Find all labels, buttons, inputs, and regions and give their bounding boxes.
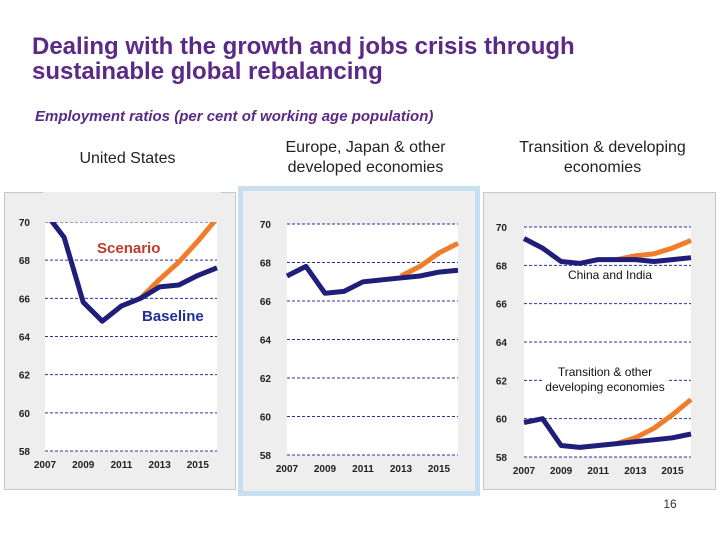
x-tick-label: 2011 [352,464,374,475]
x-tick-label: 2013 [624,466,647,477]
series-line-baseline [522,236,692,266]
y-tick-label: 58 [496,453,508,464]
chart-title-europe-japan: Europe, Japan & other developed economie… [285,139,446,176]
y-tick-label: 64 [260,336,272,347]
annotation-background [140,307,206,326]
y-tick-label: 70 [19,218,31,229]
y-tick-label: 68 [496,261,508,272]
annotation-background [565,267,655,283]
series-line-scenario [399,241,460,279]
y-tick-label: 62 [496,376,508,387]
chart-annotation: Scenario [97,240,160,257]
y-tick-label: 66 [496,300,508,311]
plot-top-mask [43,192,221,222]
annotation-background [543,364,667,395]
x-tick-label: 2009 [550,466,573,477]
y-tick-label: 68 [260,259,272,270]
annotation-background [95,239,163,258]
chart-annotation: China and India [568,268,652,282]
y-tick-label: 66 [19,294,31,305]
series-line-scenario [138,216,219,301]
x-tick-label: 2013 [149,460,172,471]
y-tick-label: 60 [496,415,508,426]
y-tick-label: 60 [19,409,31,420]
x-tick-label: 2015 [428,464,451,475]
slide-subtitle: Employment ratios (per cent of working a… [35,108,434,125]
x-tick-label: 2009 [72,460,95,471]
series-line-scenario [616,238,692,263]
chart-1: 58 60 62 64 66 68 70 2007 2009 2011 2013 2015 [260,220,460,475]
series-line-baseline [285,263,459,296]
plot-top-mask [285,194,462,224]
x-tick-label: 2009 [314,464,337,475]
x-tick-label: 2011 [587,466,609,477]
x-tick-label: 2007 [276,464,299,475]
y-tick-label: 64 [19,333,31,344]
series-line-baseline [43,210,218,324]
y-tick-label: 68 [19,256,31,267]
x-tick-label: 2015 [661,466,684,477]
y-tick-label: 60 [260,413,272,424]
x-tick-label: 2015 [187,460,210,471]
slide-title: Dealing with the growth and jobs crisis … [32,33,575,85]
x-tick-label: 2007 [34,460,57,471]
series-line-scenario [616,397,693,446]
y-tick-label: 64 [496,338,508,349]
y-tick-label: 62 [260,374,272,385]
y-tick-label: 58 [260,451,272,462]
y-tick-label: 66 [260,297,272,308]
x-tick-label: 2011 [111,460,133,471]
chart-annotation: Transition & other developing economies [545,365,664,394]
x-tick-label: 2007 [513,466,536,477]
page-number: 16 [663,497,677,511]
chart-annotation: Baseline [142,308,204,325]
x-tick-label: 2013 [390,464,413,475]
y-tick-label: 62 [19,371,31,382]
chart-title-united-states: United States [79,150,176,167]
y-tick-label: 70 [260,220,272,231]
series-line-baseline [523,416,692,450]
plot-top-mask [522,197,695,227]
chart-0: 58 60 62 64 66 68 70 2007 2009 2011 2013 2015 Scenar… [19,210,219,471]
chart-title-transition-developing: Transition & developing economies [519,139,686,176]
y-tick-label: 70 [496,223,508,234]
y-tick-label: 58 [19,447,31,458]
chart-2: 58 60 62 64 66 68 70 2007 2009 2011 2013 2015 China … [496,223,693,477]
